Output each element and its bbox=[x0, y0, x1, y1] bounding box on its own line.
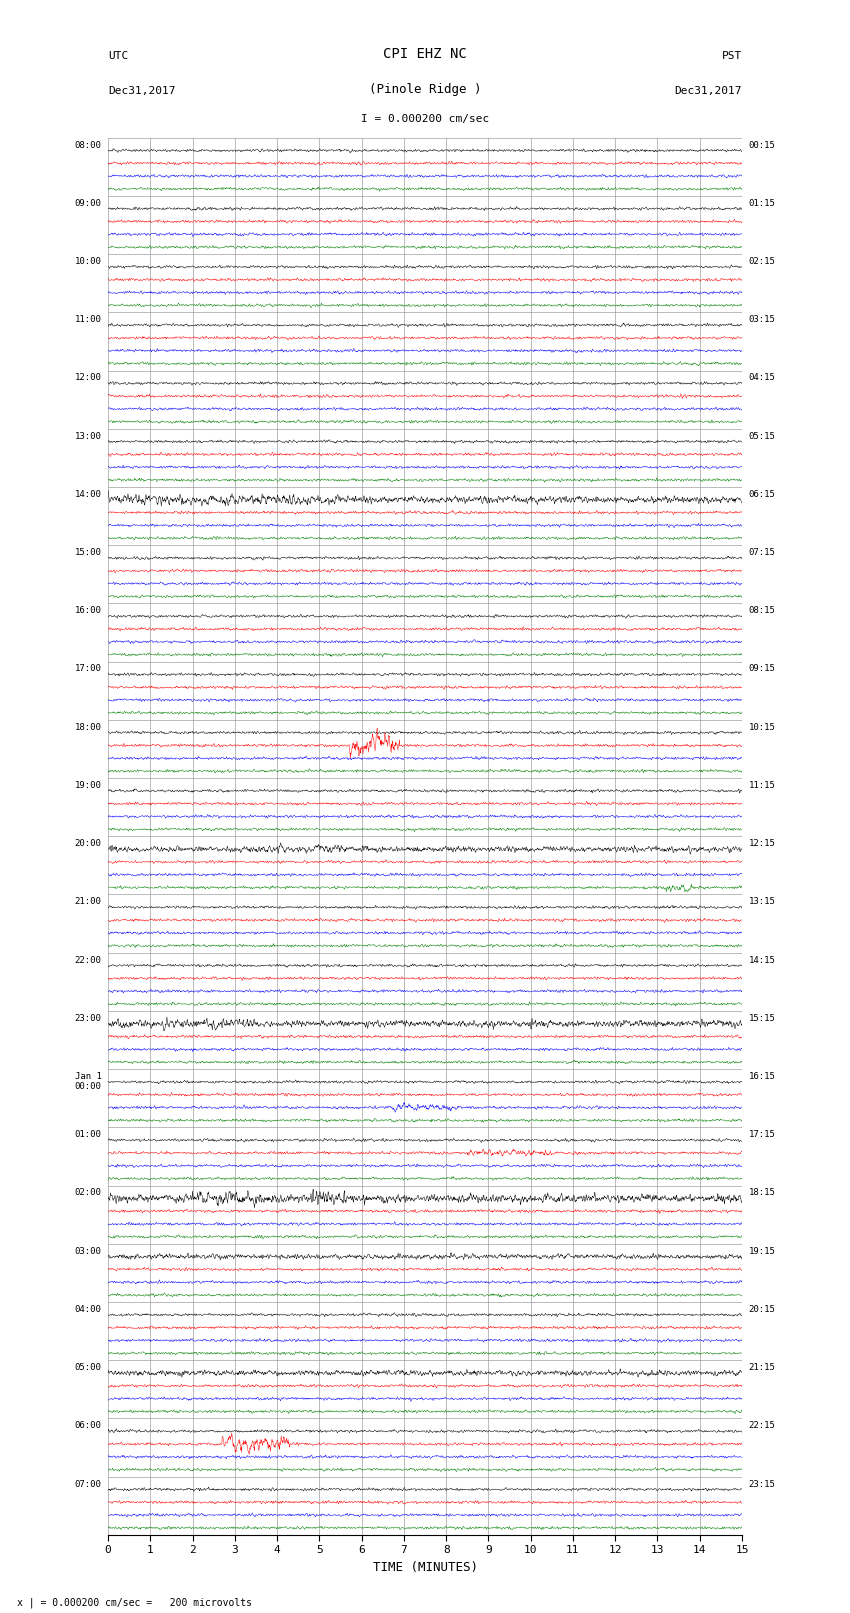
Text: 07:00: 07:00 bbox=[75, 1479, 102, 1489]
Text: 08:15: 08:15 bbox=[748, 606, 775, 615]
Text: 19:00: 19:00 bbox=[75, 781, 102, 790]
Text: 20:00: 20:00 bbox=[75, 839, 102, 848]
Text: 09:00: 09:00 bbox=[75, 198, 102, 208]
Text: 06:00: 06:00 bbox=[75, 1421, 102, 1431]
Text: 04:00: 04:00 bbox=[75, 1305, 102, 1315]
Text: 23:15: 23:15 bbox=[748, 1479, 775, 1489]
Text: 21:00: 21:00 bbox=[75, 897, 102, 907]
Text: 07:15: 07:15 bbox=[748, 548, 775, 556]
Text: 06:15: 06:15 bbox=[748, 490, 775, 498]
Text: 04:15: 04:15 bbox=[748, 374, 775, 382]
Text: 13:00: 13:00 bbox=[75, 432, 102, 440]
Text: 22:15: 22:15 bbox=[748, 1421, 775, 1431]
Text: Jan 1
00:00: Jan 1 00:00 bbox=[75, 1073, 102, 1092]
Text: PST: PST bbox=[722, 50, 742, 61]
Text: 08:00: 08:00 bbox=[75, 140, 102, 150]
Text: x | = 0.000200 cm/sec =   200 microvolts: x | = 0.000200 cm/sec = 200 microvolts bbox=[17, 1597, 252, 1608]
Text: 14:15: 14:15 bbox=[748, 955, 775, 965]
Text: 22:00: 22:00 bbox=[75, 955, 102, 965]
Text: 17:00: 17:00 bbox=[75, 665, 102, 674]
Text: 01:15: 01:15 bbox=[748, 198, 775, 208]
Text: CPI EHZ NC: CPI EHZ NC bbox=[383, 47, 467, 61]
Text: 21:15: 21:15 bbox=[748, 1363, 775, 1373]
Text: 18:00: 18:00 bbox=[75, 723, 102, 732]
Text: 02:00: 02:00 bbox=[75, 1189, 102, 1197]
Text: 13:15: 13:15 bbox=[748, 897, 775, 907]
Text: 05:15: 05:15 bbox=[748, 432, 775, 440]
Text: 14:00: 14:00 bbox=[75, 490, 102, 498]
Text: 16:00: 16:00 bbox=[75, 606, 102, 615]
Text: 03:00: 03:00 bbox=[75, 1247, 102, 1255]
Text: 05:00: 05:00 bbox=[75, 1363, 102, 1373]
Text: 23:00: 23:00 bbox=[75, 1015, 102, 1023]
Text: 10:00: 10:00 bbox=[75, 256, 102, 266]
Text: Dec31,2017: Dec31,2017 bbox=[675, 85, 742, 95]
Text: 09:15: 09:15 bbox=[748, 665, 775, 674]
Text: 01:00: 01:00 bbox=[75, 1131, 102, 1139]
Text: 15:00: 15:00 bbox=[75, 548, 102, 556]
Text: 02:15: 02:15 bbox=[748, 256, 775, 266]
Text: (Pinole Ridge ): (Pinole Ridge ) bbox=[369, 82, 481, 95]
Text: 20:15: 20:15 bbox=[748, 1305, 775, 1315]
Text: 12:15: 12:15 bbox=[748, 839, 775, 848]
X-axis label: TIME (MINUTES): TIME (MINUTES) bbox=[372, 1561, 478, 1574]
Text: 17:15: 17:15 bbox=[748, 1131, 775, 1139]
Text: 19:15: 19:15 bbox=[748, 1247, 775, 1255]
Text: 15:15: 15:15 bbox=[748, 1015, 775, 1023]
Text: 11:00: 11:00 bbox=[75, 315, 102, 324]
Text: 12:00: 12:00 bbox=[75, 374, 102, 382]
Text: 16:15: 16:15 bbox=[748, 1073, 775, 1081]
Text: 10:15: 10:15 bbox=[748, 723, 775, 732]
Text: UTC: UTC bbox=[108, 50, 128, 61]
Text: 11:15: 11:15 bbox=[748, 781, 775, 790]
Text: 00:15: 00:15 bbox=[748, 140, 775, 150]
Text: Dec31,2017: Dec31,2017 bbox=[108, 85, 175, 95]
Text: 18:15: 18:15 bbox=[748, 1189, 775, 1197]
Text: 03:15: 03:15 bbox=[748, 315, 775, 324]
Text: I = 0.000200 cm/sec: I = 0.000200 cm/sec bbox=[361, 113, 489, 124]
